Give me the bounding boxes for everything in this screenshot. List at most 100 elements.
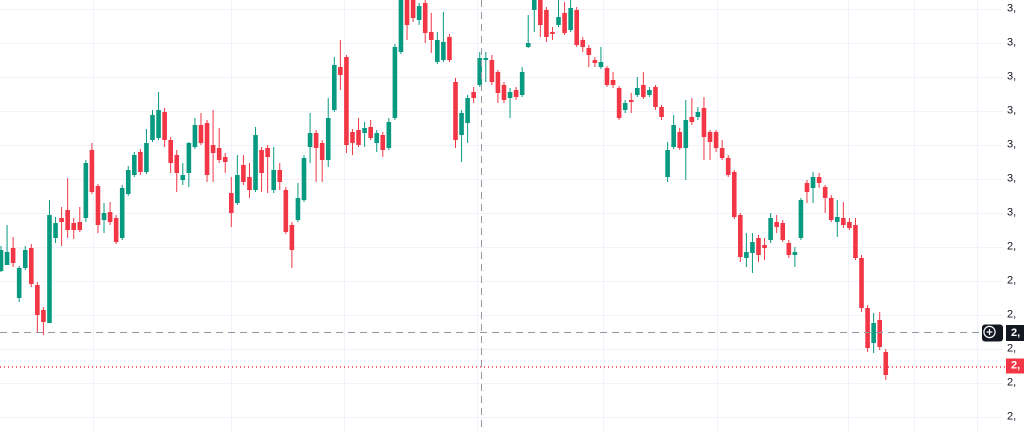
candle[interactable] xyxy=(307,133,313,147)
candle[interactable] xyxy=(180,175,186,180)
candle[interactable] xyxy=(689,117,695,122)
candle[interactable] xyxy=(374,133,380,143)
candle[interactable] xyxy=(319,143,325,160)
candle[interactable] xyxy=(598,62,604,67)
candle[interactable] xyxy=(719,148,725,158)
candle[interactable] xyxy=(822,187,828,198)
candle[interactable] xyxy=(65,210,70,230)
candle[interactable] xyxy=(332,65,337,110)
candle[interactable] xyxy=(95,186,101,225)
candle[interactable] xyxy=(216,148,222,160)
candle[interactable] xyxy=(647,90,652,95)
candle[interactable] xyxy=(756,238,761,255)
candle[interactable] xyxy=(738,215,743,257)
candle[interactable] xyxy=(544,10,549,37)
candle[interactable] xyxy=(138,152,143,172)
candle[interactable] xyxy=(313,133,319,148)
candle[interactable] xyxy=(586,48,592,55)
candle[interactable] xyxy=(731,172,737,217)
candle[interactable] xyxy=(828,198,834,220)
candle[interactable] xyxy=(0,250,4,271)
candle[interactable] xyxy=(453,82,458,140)
candle[interactable] xyxy=(592,60,598,63)
candle[interactable] xyxy=(750,242,755,253)
candle[interactable] xyxy=(562,13,567,33)
candle[interactable] xyxy=(271,170,276,190)
candle[interactable] xyxy=(471,92,476,98)
candle[interactable] xyxy=(616,88,622,118)
candle[interactable] xyxy=(816,177,822,183)
candle[interactable] xyxy=(156,110,161,138)
candle[interactable] xyxy=(665,150,670,177)
candle[interactable] xyxy=(441,42,446,60)
candle[interactable] xyxy=(29,248,34,284)
candle[interactable] xyxy=(641,85,646,97)
candle[interactable] xyxy=(77,222,83,230)
candle[interactable] xyxy=(22,250,28,268)
candle[interactable] xyxy=(568,8,573,30)
candle[interactable] xyxy=(701,108,707,137)
candle[interactable] xyxy=(883,352,889,375)
candle[interactable] xyxy=(459,113,464,135)
candle[interactable] xyxy=(495,72,501,93)
candle[interactable] xyxy=(386,122,392,148)
candle[interactable] xyxy=(804,183,810,192)
candle[interactable] xyxy=(447,37,452,60)
candle[interactable] xyxy=(483,58,489,60)
candle[interactable] xyxy=(144,143,149,172)
candle[interactable] xyxy=(550,32,555,34)
candle[interactable] xyxy=(786,243,792,255)
candle[interactable] xyxy=(168,140,173,163)
candle[interactable] xyxy=(513,90,519,97)
candle[interactable] xyxy=(859,258,864,308)
candle[interactable] xyxy=(241,165,246,182)
candle[interactable] xyxy=(865,308,870,348)
candle[interactable] xyxy=(41,310,46,322)
candle[interactable] xyxy=(362,128,367,133)
candle[interactable] xyxy=(628,100,634,102)
candle[interactable] xyxy=(501,85,507,100)
candle[interactable] xyxy=(422,3,428,33)
candle[interactable] xyxy=(204,123,210,175)
candle[interactable] xyxy=(792,252,798,255)
candle[interactable] xyxy=(556,17,561,25)
candle[interactable] xyxy=(162,112,167,140)
candle[interactable] xyxy=(671,125,676,147)
candle[interactable] xyxy=(683,120,689,148)
candle[interactable] xyxy=(428,32,434,40)
candle[interactable] xyxy=(574,10,579,45)
candle[interactable] xyxy=(101,213,107,220)
candle[interactable] xyxy=(604,68,610,85)
candle[interactable] xyxy=(768,218,773,240)
candle[interactable] xyxy=(841,218,846,225)
candle[interactable] xyxy=(174,155,180,173)
candle[interactable] xyxy=(762,245,767,248)
candle[interactable] xyxy=(295,198,301,220)
candle[interactable] xyxy=(635,88,640,95)
candle[interactable] xyxy=(834,217,840,222)
candle[interactable] xyxy=(871,323,876,343)
candle[interactable] xyxy=(725,158,731,175)
candle[interactable] xyxy=(774,222,779,227)
candle[interactable] xyxy=(235,175,240,203)
candle[interactable] xyxy=(489,60,495,82)
candle[interactable] xyxy=(653,87,658,107)
candle[interactable] xyxy=(410,0,416,18)
candle[interactable] xyxy=(356,130,361,145)
candle[interactable] xyxy=(525,43,531,47)
candle[interactable] xyxy=(507,92,513,98)
candle[interactable] xyxy=(325,118,331,160)
candle[interactable] xyxy=(228,193,234,213)
candle[interactable] xyxy=(59,218,64,222)
candle[interactable] xyxy=(283,190,289,232)
candle[interactable] xyxy=(35,285,40,315)
candle[interactable] xyxy=(695,112,701,117)
candle[interactable] xyxy=(253,135,258,190)
candle[interactable] xyxy=(380,135,386,150)
candle[interactable] xyxy=(531,0,537,10)
candle[interactable] xyxy=(247,177,252,190)
candle[interactable] xyxy=(107,212,113,222)
candle[interactable] xyxy=(277,170,283,182)
